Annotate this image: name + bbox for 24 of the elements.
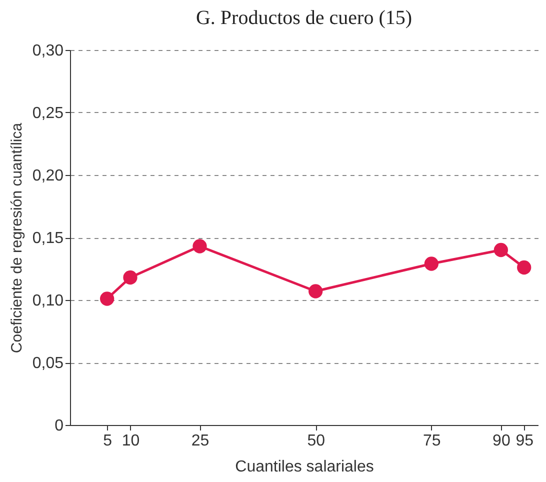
- x-tick-label: 95: [516, 432, 534, 450]
- y-axis-title: Coeficiente de regresión cuantílica: [8, 122, 26, 354]
- y-tick-label: 0,05: [32, 355, 64, 372]
- y-tick-label: 0: [54, 418, 64, 434]
- point: [308, 284, 323, 298]
- point: [424, 256, 438, 271]
- x-tick-label: 5: [103, 432, 112, 450]
- y-tick-label: 0,15: [32, 230, 64, 247]
- y-tick-label: 0,25: [32, 105, 64, 122]
- x-tick-label: 10: [122, 432, 140, 450]
- point: [517, 260, 532, 275]
- point: [494, 242, 508, 258]
- y-tick-label: 0,10: [32, 292, 64, 310]
- x-tick-label: 50: [307, 432, 326, 450]
- y-tick-label: 0,20: [32, 168, 64, 184]
- point: [192, 239, 207, 254]
- x-tick-label: 75: [423, 432, 441, 450]
- y-tick-label: 0,30: [32, 42, 64, 60]
- x-axis-title: Cuantiles salariales: [235, 458, 374, 476]
- point: [100, 292, 114, 306]
- x-tick-label: 90: [492, 432, 510, 450]
- x-tick-label: 25: [191, 432, 210, 450]
- point: [123, 270, 138, 285]
- chart-title: G. Productos de cuero (15): [196, 7, 412, 29]
